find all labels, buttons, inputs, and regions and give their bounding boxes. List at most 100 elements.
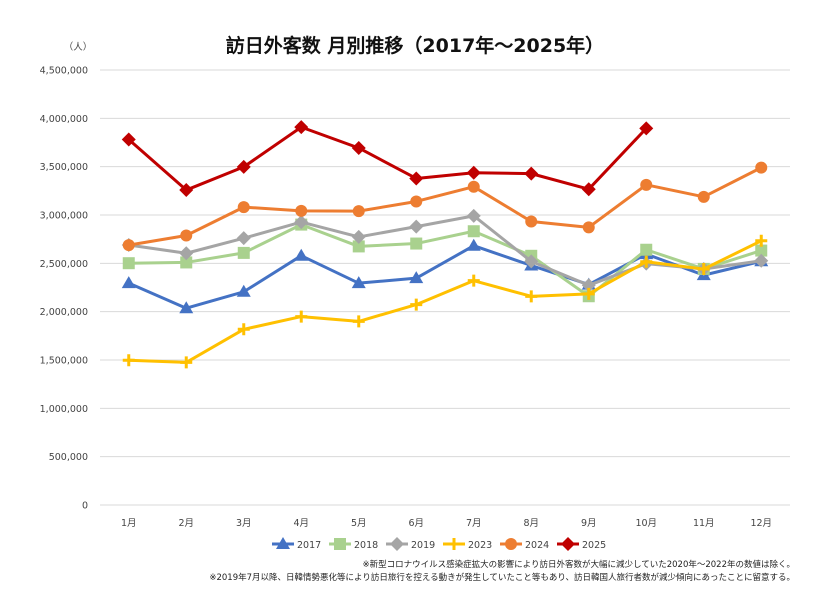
data-point-2019: [351, 229, 366, 244]
data-point-2024: [352, 205, 365, 218]
data-point-2025: [236, 159, 251, 174]
data-point-2023: [410, 298, 423, 311]
x-tick-label: 9月: [581, 518, 597, 529]
data-point-2023: [582, 287, 595, 300]
series-2025: [121, 120, 654, 198]
data-point-2023: [697, 263, 710, 276]
y-tick-label: 3,500,000: [40, 162, 88, 173]
data-point-2019: [294, 215, 309, 230]
data-point-2018: [755, 244, 768, 257]
y-tick-label: 4,500,000: [40, 66, 88, 77]
x-tick-label: 6月: [408, 518, 424, 529]
series-2019: [121, 208, 769, 293]
data-point-2023: [467, 274, 480, 287]
data-point-2019: [581, 278, 596, 293]
data-point-2024: [237, 201, 250, 214]
data-point-2018: [352, 240, 365, 253]
legend-item-2019: 2019: [386, 537, 435, 551]
legend-marker: [276, 537, 290, 549]
data-point-2023: [755, 234, 768, 247]
legend-label: 2019: [411, 540, 435, 551]
data-point-2017: [236, 284, 251, 297]
y-tick-label: 3,000,000: [40, 211, 88, 222]
y-tick-label: 4,000,000: [40, 114, 88, 125]
data-point-2024: [640, 178, 653, 191]
data-point-2019: [236, 231, 251, 246]
x-tick-label: 12月: [750, 518, 772, 529]
y-axis-unit: （人）: [64, 41, 93, 53]
data-point-2023: [640, 255, 653, 268]
legend-label: 2025: [582, 540, 606, 551]
legend-marker: [334, 538, 346, 550]
y-tick-label: 1,000,000: [40, 404, 88, 415]
data-point-2025: [524, 166, 539, 181]
data-point-2025: [466, 165, 481, 180]
data-point-2025: [121, 132, 136, 147]
data-point-2018: [180, 256, 193, 269]
data-point-2017: [409, 271, 424, 284]
x-tick-label: 10月: [635, 518, 657, 529]
x-tick-label: 3月: [236, 518, 252, 529]
legend-item-2023: 2023: [443, 538, 492, 551]
legend-label: 2017: [297, 540, 321, 551]
x-tick-label: 2月: [178, 518, 194, 529]
data-point-2019: [754, 253, 769, 268]
legend-item-2017: 2017: [272, 537, 321, 551]
data-point-2017: [179, 301, 194, 314]
y-tick-label: 2,000,000: [40, 307, 88, 318]
data-point-2023: [295, 310, 308, 323]
data-point-2017: [466, 238, 481, 251]
data-point-2023: [525, 290, 538, 303]
data-point-2025: [581, 182, 596, 197]
data-point-2018: [122, 257, 135, 270]
legend-marker: [505, 538, 517, 550]
series-line-2023: [128, 239, 762, 364]
data-point-2018: [237, 246, 250, 259]
data-point-2024: [525, 215, 538, 228]
legend-label: 2024: [525, 540, 549, 551]
x-tick-label: 8月: [523, 518, 539, 529]
chart-title: 訪日外客数 月別推移（2017年～2025年）: [226, 34, 604, 57]
x-tick-label: 5月: [351, 518, 367, 529]
data-point-2024: [697, 190, 710, 203]
legend-item-2018: 2018: [329, 538, 378, 551]
series-2017: [121, 238, 769, 314]
data-point-2025: [639, 121, 654, 136]
data-point-2025: [294, 120, 309, 135]
data-point-2024: [410, 195, 423, 208]
x-tick-label: 7月: [466, 518, 482, 529]
data-point-2019: [524, 254, 539, 269]
data-point-2024: [122, 239, 135, 252]
data-point-2025: [409, 171, 424, 186]
data-point-2023: [180, 356, 193, 369]
data-point-2018: [410, 237, 423, 250]
x-tick-label: 4月: [293, 518, 309, 529]
legend-marker: [390, 537, 404, 551]
data-point-2024: [582, 221, 595, 234]
data-point-2024: [467, 180, 480, 193]
data-point-2017: [294, 248, 309, 261]
series-line-2025: [127, 125, 648, 192]
x-tick-label: 11月: [693, 518, 715, 529]
data-point-2025: [351, 140, 366, 155]
data-point-2024: [180, 229, 193, 242]
legend-label: 2023: [468, 540, 492, 551]
data-point-2025: [179, 183, 194, 198]
series-2023: [122, 234, 768, 369]
series-line-2024: [128, 166, 762, 247]
data-point-2024: [295, 204, 308, 217]
series-line-2017: [128, 244, 762, 310]
x-tick-label: 1月: [121, 518, 137, 529]
data-point-2019: [409, 219, 424, 234]
series-line-2019: [128, 214, 762, 287]
y-tick-label: 0: [82, 501, 88, 512]
data-point-2023: [122, 354, 135, 367]
data-point-2019: [466, 208, 481, 223]
legend-item-2024: 2024: [500, 538, 549, 551]
legend-label: 2018: [354, 540, 378, 551]
legend-marker: [448, 538, 460, 550]
data-point-2023: [237, 323, 250, 336]
footnote-1: ※新型コロナウイルス感染症拡大の影響により訪日外客数が大幅に減少していた2020…: [363, 559, 795, 570]
